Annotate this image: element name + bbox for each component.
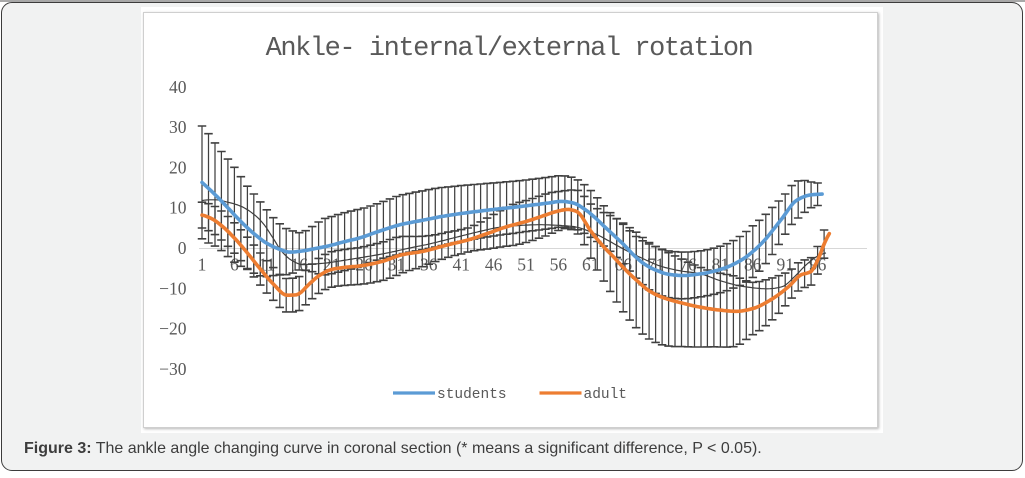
svg-text:adult: adult bbox=[584, 387, 628, 403]
svg-text:−30: −30 bbox=[159, 359, 187, 379]
svg-text:10: 10 bbox=[169, 198, 187, 218]
svg-text:56: 56 bbox=[550, 255, 568, 275]
svg-text:30: 30 bbox=[169, 117, 187, 137]
svg-text:41: 41 bbox=[452, 255, 470, 275]
svg-text:51: 51 bbox=[517, 255, 535, 275]
svg-text:−20: −20 bbox=[159, 319, 187, 339]
svg-text:40: 40 bbox=[169, 77, 187, 97]
svg-text:1: 1 bbox=[198, 255, 207, 275]
svg-text:6: 6 bbox=[230, 255, 239, 275]
svg-text:20: 20 bbox=[169, 157, 187, 177]
svg-text:46: 46 bbox=[485, 255, 503, 275]
svg-text:0: 0 bbox=[178, 238, 187, 258]
svg-text:Ankle- internal/external rotat: Ankle- internal/external rotation bbox=[266, 34, 753, 64]
svg-text:−10: −10 bbox=[159, 278, 187, 298]
svg-text:students: students bbox=[437, 387, 507, 403]
